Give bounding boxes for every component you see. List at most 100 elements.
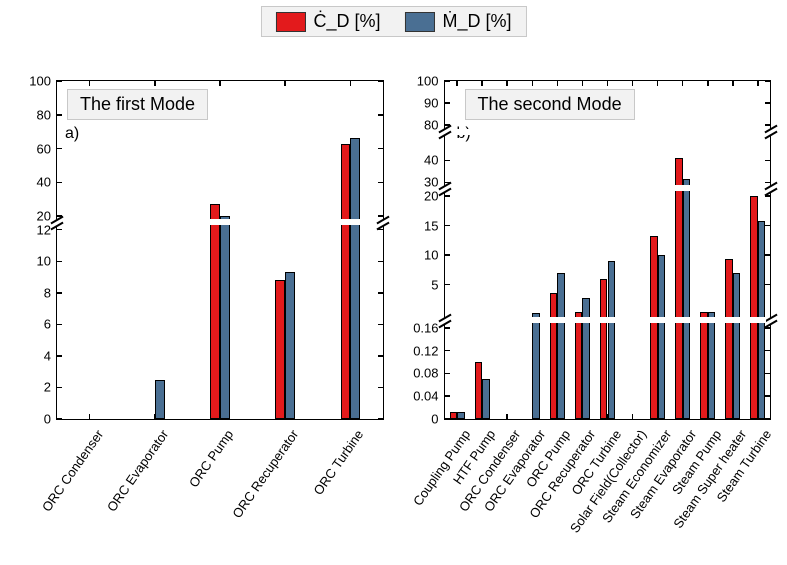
x-label: ORC Pump	[224, 373, 274, 436]
y-tick-label: 20	[424, 188, 438, 203]
axis-break-right	[377, 217, 389, 229]
y-tick-label: 0.04	[413, 389, 438, 404]
axis-break-left	[51, 217, 63, 229]
y-tick-mark	[444, 395, 450, 397]
y-tick-label: 0	[431, 412, 438, 427]
bar-blue	[532, 313, 540, 419]
bar-red	[750, 196, 758, 419]
y-tick-mark-right	[378, 114, 384, 116]
x-tick-mark-top	[89, 80, 91, 86]
legend-item-md: Ṁ_D [%]	[405, 11, 512, 32]
y-tick-label: 30	[424, 175, 438, 190]
legend-item-cd: Ċ_D [%]	[275, 11, 380, 32]
plot-area-a: The first Modea)02468101220406080100ORC …	[56, 80, 384, 420]
x-tick-mark-top	[154, 80, 156, 86]
y-tick-label: 10	[424, 248, 438, 263]
x-tick-mark	[632, 414, 634, 420]
y-tick-mark-right	[378, 80, 384, 82]
axis-break-left	[439, 183, 451, 195]
bar-red	[275, 280, 285, 419]
bar-break	[707, 317, 717, 323]
x-tick-mark-top	[350, 80, 352, 86]
y-tick-mark-right	[378, 355, 384, 357]
bar-red	[341, 144, 351, 419]
panel-a: The first Modea)02468101220406080100ORC …	[10, 60, 390, 555]
y-tick-mark	[444, 327, 450, 329]
bar-break	[682, 317, 692, 323]
y-tick-mark-right	[378, 261, 384, 263]
panel-title: The second Mode	[465, 89, 635, 120]
x-tick-mark-top	[284, 80, 286, 86]
axis-break-right	[765, 126, 777, 138]
bar-red	[650, 236, 658, 419]
y-tick-label: 8	[44, 285, 51, 300]
y-tick-mark	[444, 102, 450, 104]
bar-blue	[758, 221, 766, 419]
bar-red	[575, 312, 583, 419]
bar-blue	[658, 255, 666, 419]
bar-red	[700, 312, 708, 419]
y-tick-mark-right	[378, 418, 384, 420]
y-tick-label: 0.12	[413, 343, 438, 358]
bar-red	[675, 158, 683, 419]
x-tick-mark-top	[481, 80, 483, 86]
plot-area-b: The second Modeb)00.040.080.120.16510152…	[444, 80, 772, 420]
panel-b: The second Modeb)00.040.080.120.16510152…	[398, 60, 778, 555]
bar-red	[550, 293, 558, 419]
bar-blue	[582, 298, 590, 419]
axis-break-left	[439, 126, 451, 138]
y-tick-mark	[444, 225, 450, 227]
y-tick-label: 40	[424, 153, 438, 168]
y-tick-mark	[56, 355, 62, 357]
x-tick-mark-top	[607, 80, 609, 86]
bar-blue	[683, 179, 691, 419]
x-tick-mark-top	[657, 80, 659, 86]
panel-title: The first Mode	[67, 89, 208, 120]
bar-red	[475, 362, 483, 419]
y-tick-mark-right	[378, 182, 384, 184]
y-tick-mark-right	[765, 102, 771, 104]
bar-red	[600, 279, 608, 419]
y-tick-mark	[444, 284, 450, 286]
bar-break	[531, 317, 541, 323]
y-tick-label: 2	[44, 380, 51, 395]
bar-blue	[608, 261, 616, 419]
y-tick-label: 6	[44, 317, 51, 332]
y-tick-mark	[444, 350, 450, 352]
bar-blue	[155, 380, 165, 419]
bar-blue	[350, 138, 360, 419]
y-tick-label: 90	[424, 95, 438, 110]
y-tick-mark	[444, 254, 450, 256]
bar-blue	[220, 216, 230, 419]
x-tick-mark-top	[456, 80, 458, 86]
axis-break-right	[765, 183, 777, 195]
y-tick-mark-right	[765, 225, 771, 227]
y-tick-mark	[56, 387, 62, 389]
bar-break	[657, 317, 667, 323]
bar-blue	[482, 379, 490, 419]
y-tick-mark	[444, 160, 450, 162]
y-tick-mark	[444, 80, 450, 82]
y-tick-mark	[56, 229, 62, 231]
x-tick-mark-top	[532, 80, 534, 86]
bar-blue	[457, 412, 465, 419]
y-tick-mark	[56, 292, 62, 294]
x-tick-mark-top	[582, 80, 584, 86]
bar-break	[757, 317, 767, 323]
y-tick-label: 100	[29, 74, 51, 89]
axis-break-band	[443, 129, 773, 135]
x-tick-mark-top	[557, 80, 559, 86]
bar-break	[556, 317, 566, 323]
bar-blue	[557, 273, 565, 419]
y-tick-mark	[56, 324, 62, 326]
bar-break	[682, 185, 692, 191]
legend-label-md: Ṁ_D [%]	[443, 11, 512, 32]
y-tick-mark	[444, 195, 450, 197]
y-tick-mark	[56, 80, 62, 82]
bar-red	[725, 259, 733, 419]
x-tick-mark-top	[757, 80, 759, 86]
y-tick-label: 0	[44, 412, 51, 427]
y-tick-label: 80	[424, 117, 438, 132]
bar-red	[210, 204, 220, 419]
y-tick-label: 10	[37, 254, 51, 269]
